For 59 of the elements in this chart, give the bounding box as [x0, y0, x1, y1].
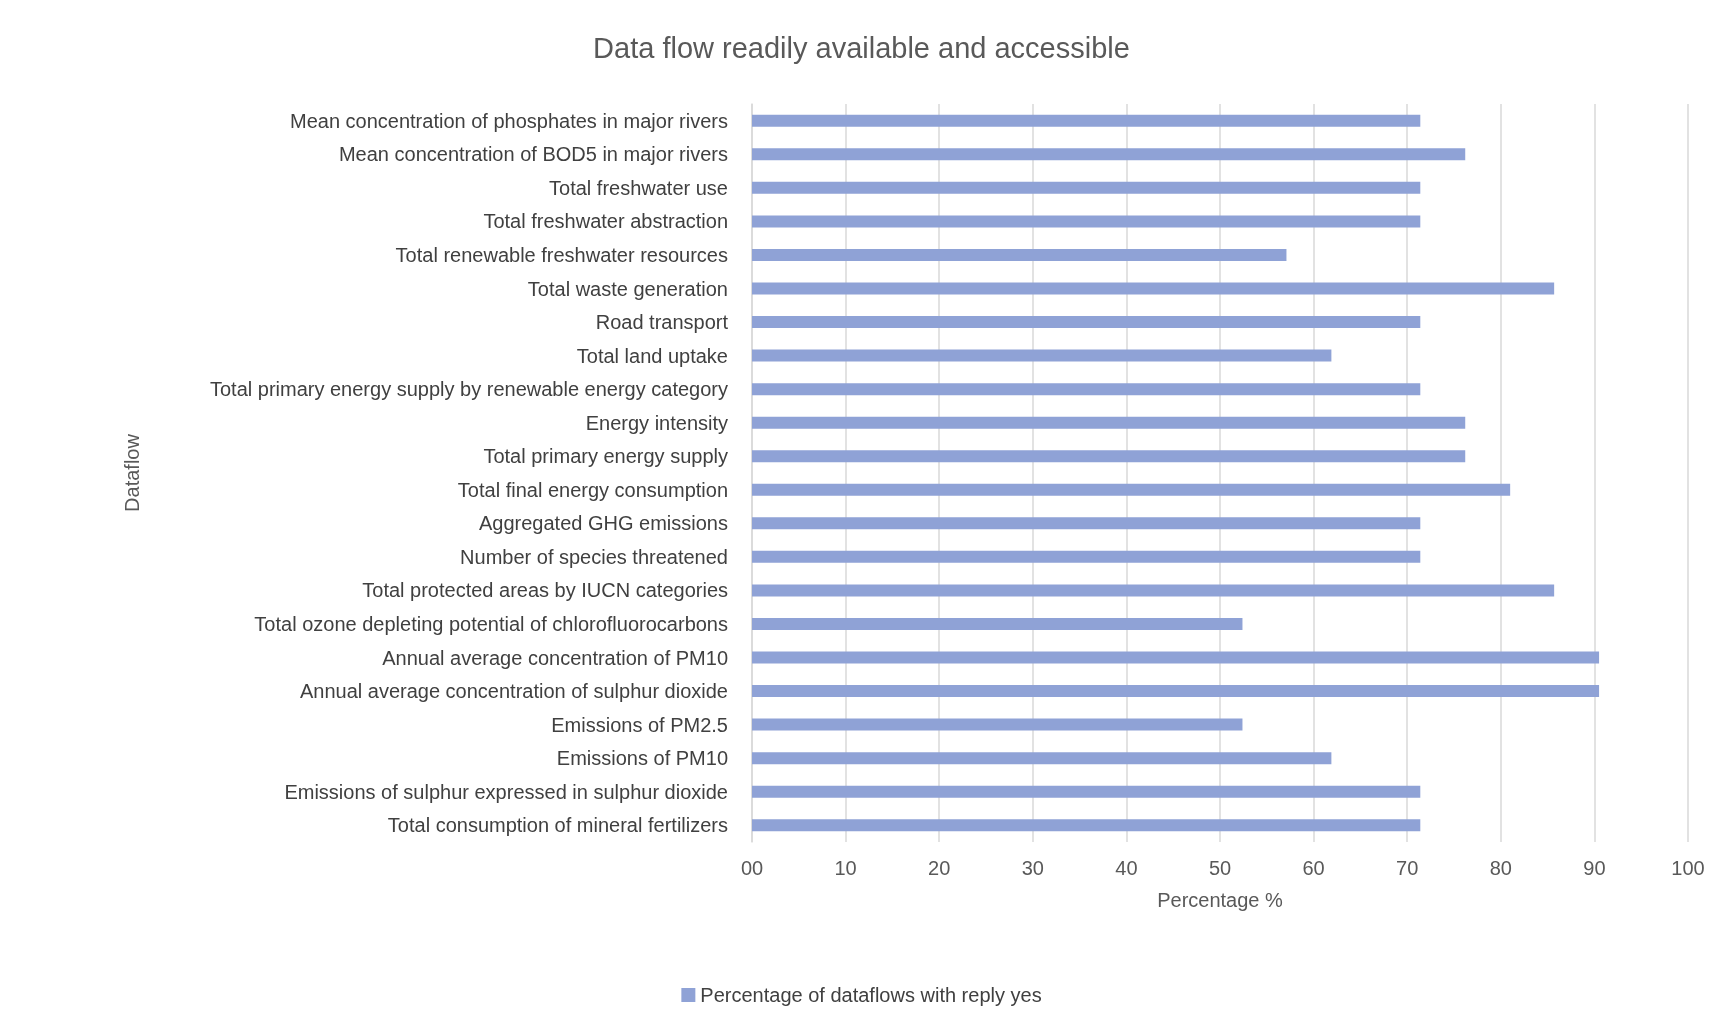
bar: [752, 248, 1287, 261]
x-tick-label: 00: [740, 857, 764, 879]
bar: [752, 282, 1555, 295]
bar: [752, 685, 1600, 698]
x-axis-title: Percentage %: [1157, 889, 1284, 911]
bar: [752, 617, 1243, 630]
bar: [752, 215, 1421, 228]
bar: [752, 752, 1332, 765]
bar: [752, 517, 1421, 530]
x-tick-label: 50: [1208, 857, 1232, 879]
bar: [752, 148, 1466, 161]
y-tick-label: Mean concentration of phosphates in major rivers: [289, 109, 728, 132]
y-tick-label: Total renewable freshwater resources: [395, 243, 728, 266]
y-tick-label: Total waste generation: [527, 277, 728, 300]
y-tick-label: Total land uptake: [576, 344, 728, 367]
x-tick-label: 90: [1583, 857, 1606, 879]
y-tick-label: Road transport: [595, 311, 729, 334]
x-tick-label: 30: [1021, 857, 1044, 879]
y-tick-label: Total protected areas by IUCN categories: [362, 579, 728, 602]
bar: [752, 651, 1600, 664]
x-tick-label: 40: [1115, 857, 1138, 879]
y-tick-label: Total primary energy supply by renewable energy category: [209, 378, 728, 401]
y-tick-label: Total freshwater use: [549, 176, 728, 199]
bar: [752, 114, 1421, 127]
y-tick-label: Emissions of PM2.5: [551, 713, 728, 736]
y-tick-label: Emissions of PM10: [556, 747, 728, 770]
y-tick-label: Number of species threatened: [460, 545, 728, 568]
y-tick-label: Annual average concentration of PM10: [382, 646, 728, 669]
legend-label: Percentage of dataflows with reply yes: [700, 984, 1042, 1006]
chart-title: Data flow readily available and accessible: [593, 31, 1130, 64]
y-tick-label: Annual average concentration of sulphur dioxide: [299, 680, 728, 703]
y-tick-label: Total primary energy supply: [483, 445, 728, 468]
bar: [752, 718, 1243, 731]
bar: [752, 584, 1555, 597]
bar: [752, 316, 1421, 329]
bar: [752, 450, 1466, 463]
x-tick-label: 100: [1671, 857, 1705, 879]
y-tick-label: Emissions of sulphur expressed in sulphur dioxide: [284, 780, 728, 803]
bar: [752, 349, 1332, 362]
y-tick-label: Total ozone depleting potential of chlorofluorocarbons: [254, 612, 728, 635]
bar: [752, 383, 1421, 396]
y-tick-label: Mean concentration of BOD5 in major rivers: [338, 143, 728, 166]
bar: [752, 785, 1421, 798]
y-tick-label: Energy intensity: [585, 411, 728, 434]
x-tick-label: 60: [1302, 857, 1325, 879]
y-axis-title: Dataflow: [121, 433, 143, 512]
bar: [752, 416, 1466, 429]
bar: [752, 483, 1511, 496]
bar: [752, 181, 1421, 194]
y-tick-label: Total freshwater abstraction: [483, 210, 728, 233]
x-tick-label: 10: [834, 857, 857, 879]
y-tick-label: Total final energy consumption: [457, 478, 728, 501]
y-tick-label: Total consumption of mineral fertilizers: [387, 814, 728, 837]
x-tick-label: 20: [928, 857, 951, 879]
x-tick-label: 70: [1396, 857, 1419, 879]
y-tick-label: Aggregated GHG emissions: [478, 512, 728, 535]
x-tick-label: 80: [1489, 857, 1512, 879]
bar: [752, 550, 1421, 563]
bar: [752, 819, 1421, 832]
